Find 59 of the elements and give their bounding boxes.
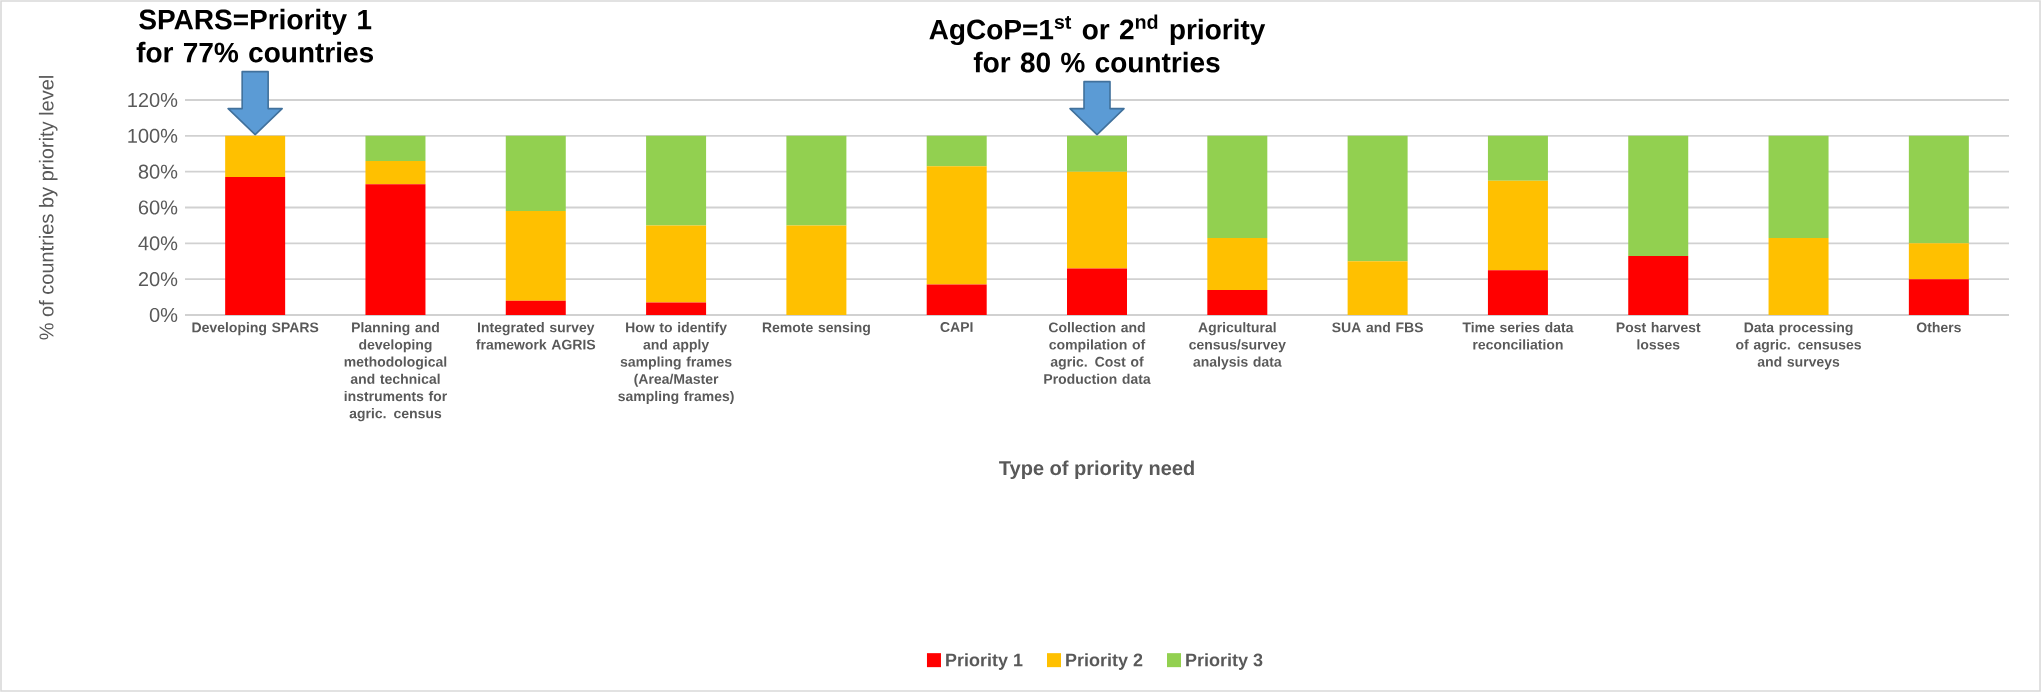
bar: [926, 166, 987, 285]
y-tick-label: 40%: [138, 236, 178, 251]
bar: [505, 135, 566, 212]
y-tick-label: 60%: [138, 200, 178, 215]
bar: [1628, 135, 1689, 256]
bar: [1628, 255, 1689, 315]
x-tick-label: Remote sensing: [762, 322, 870, 336]
x-tick-label: SUA and FBS: [1332, 322, 1423, 333]
x-tick-label: Collection and compilation of agric. Cost of Production data: [1044, 322, 1151, 384]
y-tick-label: 100%: [128, 128, 178, 143]
bar: [225, 177, 286, 315]
bar: [1908, 279, 1969, 315]
bar: [1908, 135, 1969, 244]
bar: [926, 284, 987, 315]
bar: [505, 300, 566, 315]
annotation: SPARS=Priority 1 for 77% countries: [136, 8, 374, 63]
legend-label: Priority 1: [946, 653, 1023, 670]
y-axis-title: % of countries by priority level: [38, 76, 58, 340]
bar: [365, 135, 426, 161]
bar: [646, 135, 707, 226]
annotation: AgCoP=1$^{st}$ or 2$^{nd}$ priority for 80 % countries: [929, 14, 1266, 73]
bar: [1207, 237, 1268, 290]
x-tick-label: CAPI: [940, 322, 973, 332]
x-axis-title: Type of priority need: [999, 460, 1194, 480]
bar: [1067, 171, 1127, 269]
bar: [646, 302, 707, 315]
x-tick-label: Data processing of agric. censuses and surveys: [1736, 322, 1861, 370]
y-tick-label: 0%: [149, 307, 178, 323]
legend-label: Priority 3: [1186, 653, 1263, 670]
bar: [365, 160, 426, 185]
bar: [1347, 135, 1408, 262]
bar: [1908, 243, 1969, 280]
x-tick-label: Planning and developing methodological and technical instruments for agric. census: [344, 322, 447, 422]
bar: [1487, 135, 1548, 181]
x-tick-label: Integrated survey framework AGRIS: [476, 322, 596, 350]
bar: [646, 225, 707, 303]
bar: [1347, 261, 1408, 315]
y-tick-label: 120%: [128, 92, 178, 108]
x-tick-label: Agricultural census/survey analysis data: [1189, 322, 1286, 370]
x-tick-label: Post harvest losses: [1616, 322, 1701, 350]
bar: [926, 135, 987, 167]
bar: [1207, 289, 1268, 315]
x-tick-label: Developing SPARS: [192, 322, 319, 336]
bar: [1768, 237, 1829, 315]
x-tick-label: Others: [1916, 322, 1961, 333]
x-tick-label: How to identify and apply sampling frames (Area/Master sampling frames): [618, 322, 734, 404]
legend-label: Priority 2: [1066, 653, 1143, 670]
bar: [505, 211, 566, 301]
y-tick-label: 80%: [138, 164, 178, 179]
bar: [786, 225, 847, 315]
bar: [1067, 268, 1127, 315]
bar: [786, 135, 847, 226]
x-tick-label: Time series data reconciliation: [1462, 322, 1574, 350]
bar: [365, 184, 426, 315]
bar: [1207, 135, 1268, 238]
bar: [1768, 135, 1829, 238]
bar: [1487, 270, 1548, 315]
bar: [1487, 180, 1548, 271]
y-tick-label: 20%: [138, 272, 178, 287]
